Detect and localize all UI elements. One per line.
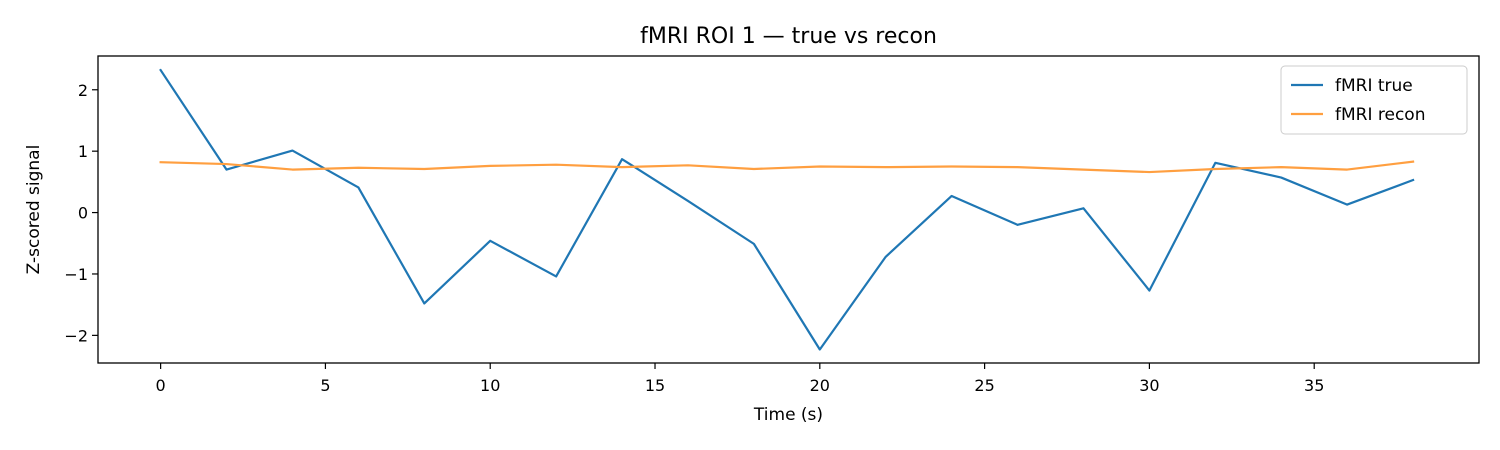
legend: fMRI true fMRI recon (1280, 65, 1468, 135)
x-tick-label: 0 (156, 376, 166, 395)
y-tick-label: 1 (78, 142, 88, 161)
legend-box (1280, 65, 1468, 135)
x-tick-label: 15 (645, 376, 665, 395)
series-lines (159, 68, 1415, 351)
chart-title: fMRI ROI 1 — true vs recon (640, 24, 937, 49)
x-axis-label: Time (s) (753, 405, 823, 425)
series-line-fmri-recon (159, 160, 1415, 174)
x-tick-label: 30 (1139, 376, 1159, 395)
y-tick-label: 2 (78, 81, 88, 100)
x-tick-label: 20 (810, 376, 830, 395)
y-tick-label: −2 (64, 326, 88, 345)
y-tick-label: −1 (64, 265, 88, 284)
x-tick-label: 5 (320, 376, 330, 395)
legend-label: fMRI true (1335, 76, 1413, 96)
plot-area (97, 55, 1480, 364)
axis-ticks: 0 5 10 15 20 25 30 35 −2 −1 0 1 2 (64, 81, 1324, 395)
y-tick-label: 0 (78, 204, 88, 223)
series-line-fmri-true (159, 68, 1415, 351)
x-tick-label: 25 (974, 376, 994, 395)
y-axis-label: Z-scored signal (24, 145, 44, 275)
x-tick-label: 10 (480, 376, 500, 395)
legend-label: fMRI recon (1335, 105, 1425, 125)
x-tick-label: 35 (1304, 376, 1324, 395)
